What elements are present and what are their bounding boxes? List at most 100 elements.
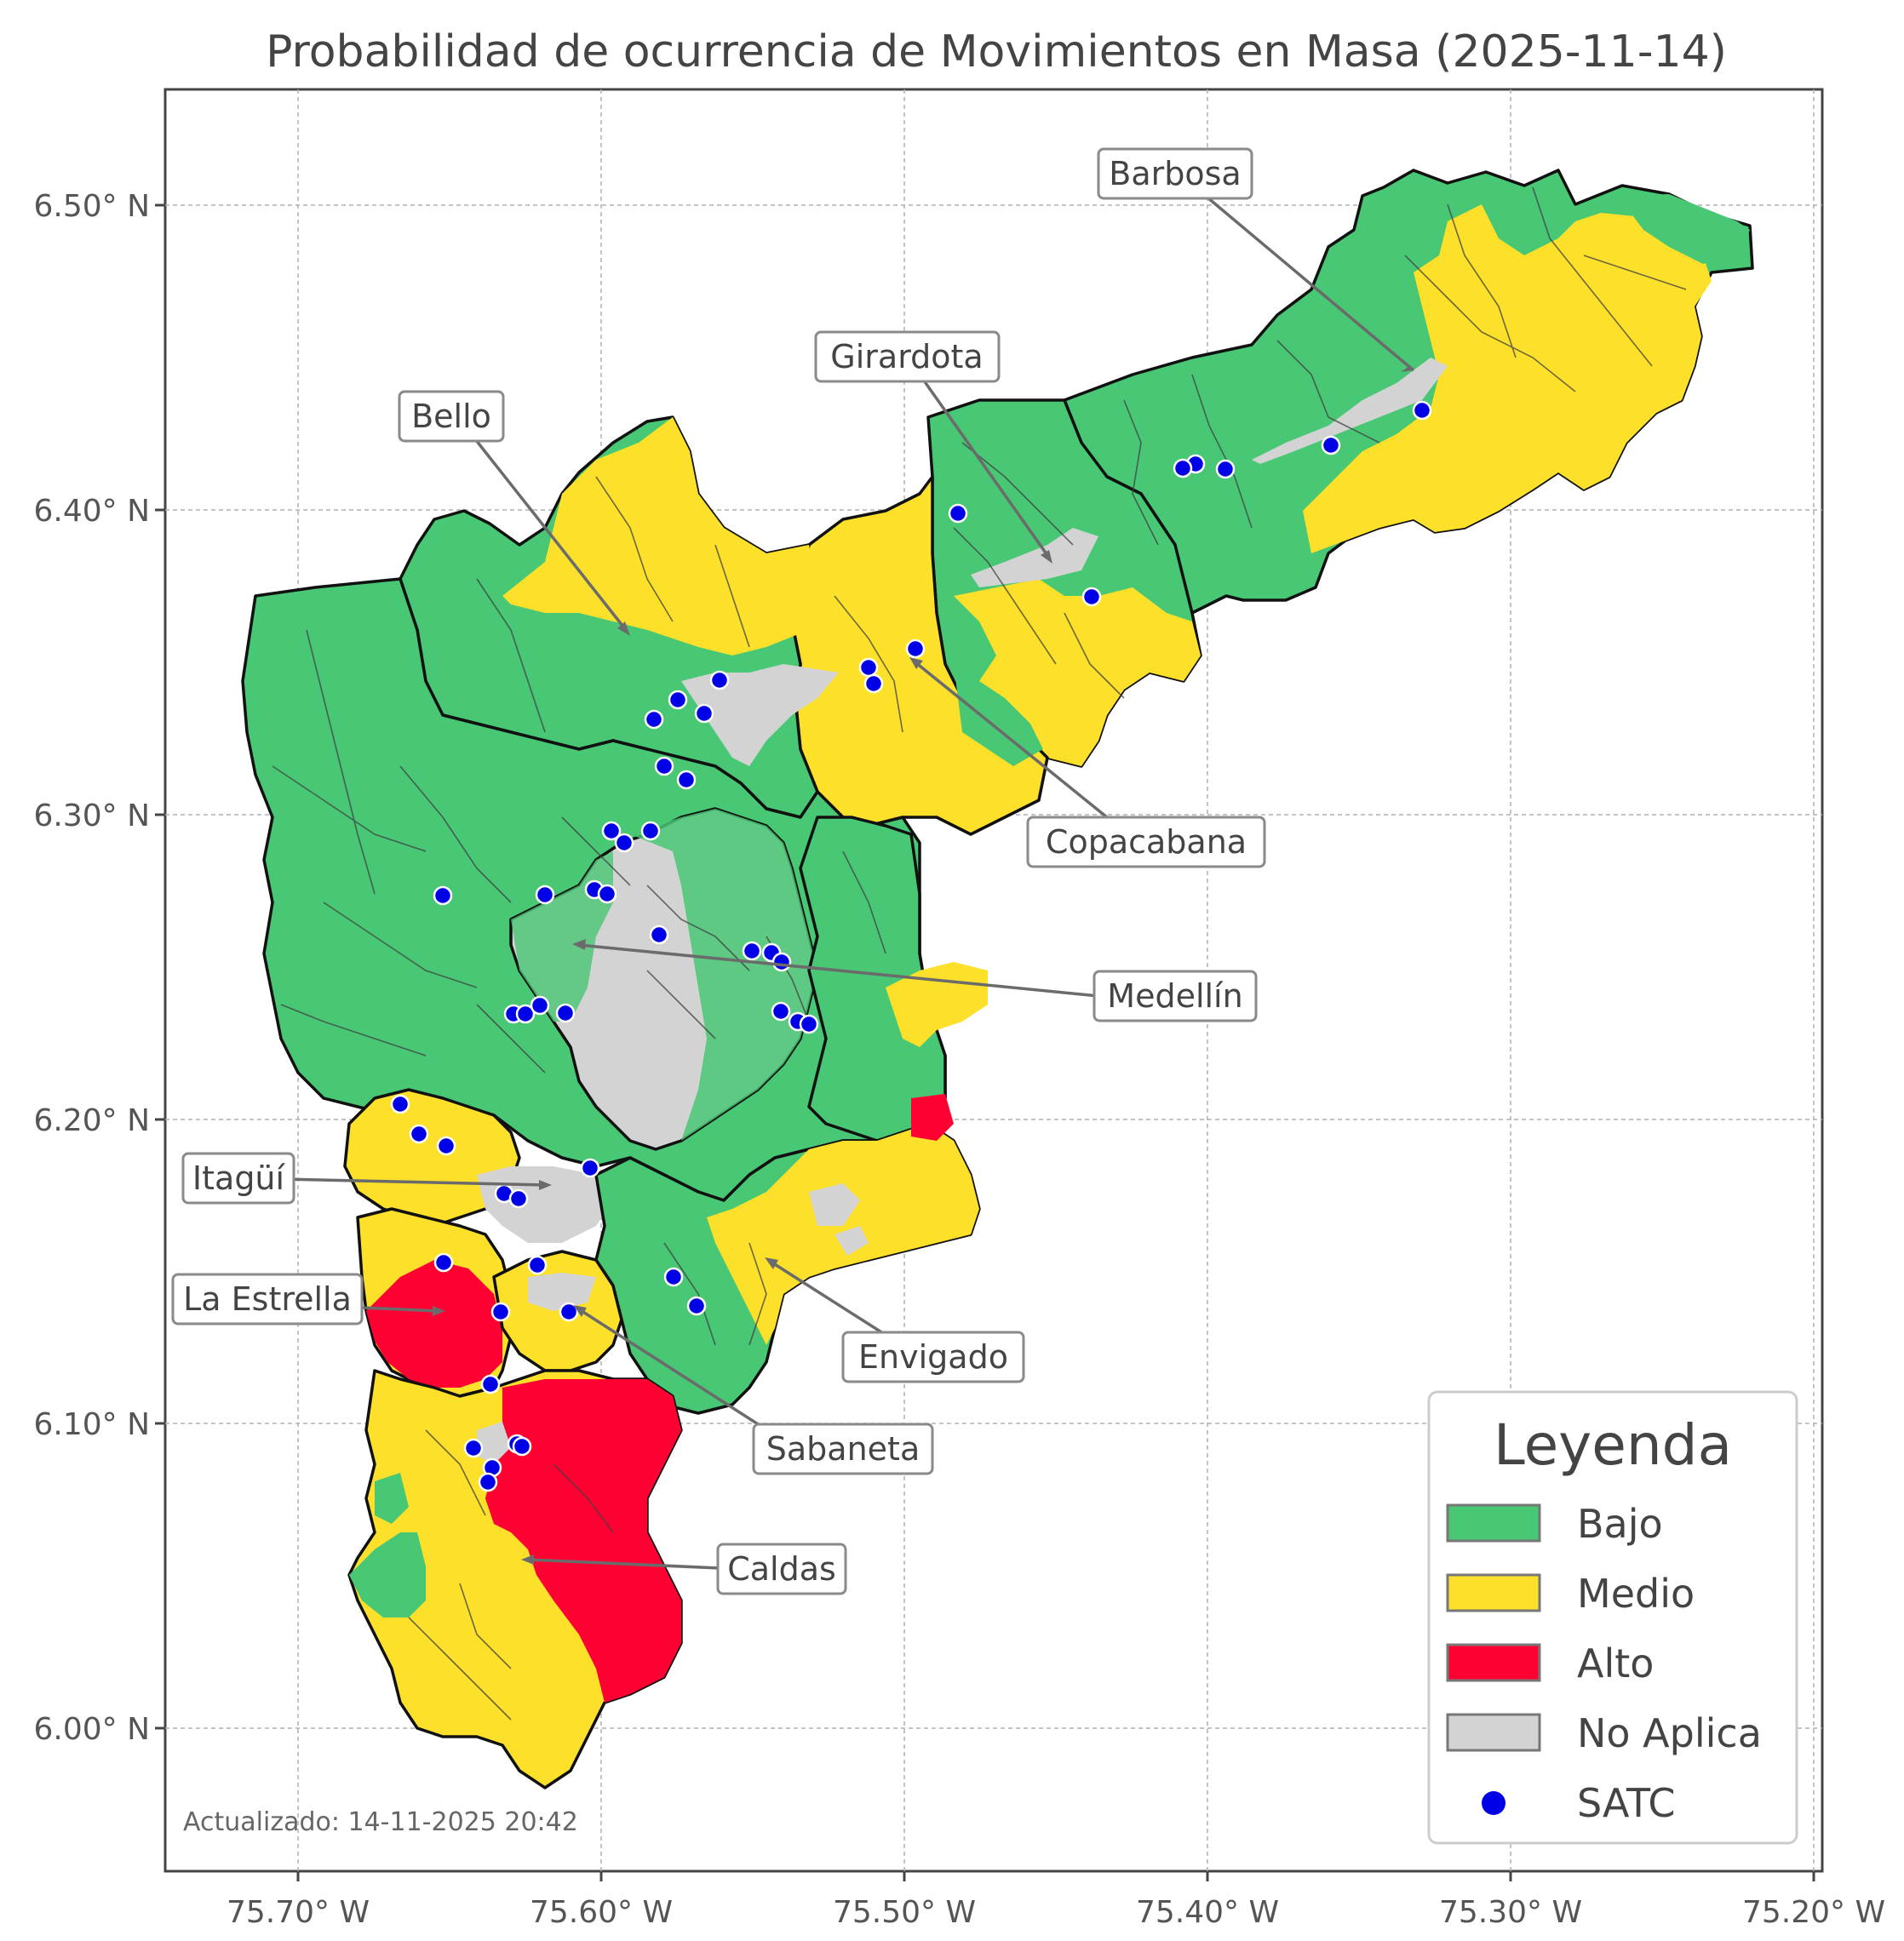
y-tick-label: 6.50° N [33, 189, 150, 224]
satc-station [490, 1302, 511, 1322]
legend-label: Alto [1577, 1640, 1654, 1686]
callout-la-estrella: La Estrella [171, 1273, 364, 1325]
callout-girardota: Girardota [814, 330, 1001, 383]
legend-swatch-no-aplica [1446, 1713, 1541, 1752]
satc-station [512, 1436, 532, 1457]
satc-station [709, 670, 730, 690]
x-tick-label: 75.70° W [227, 1895, 370, 1930]
girardota-urban-zone [971, 528, 1098, 587]
satc-station [515, 1004, 536, 1024]
satc-station [676, 770, 697, 790]
satc-points [390, 400, 1432, 1492]
satc-station [559, 1302, 579, 1322]
satc-station [580, 1158, 600, 1178]
callout-itagui: Itagüí [181, 1152, 295, 1205]
satc-station [1321, 435, 1341, 455]
satc-station [409, 1124, 429, 1144]
satc-station [771, 952, 792, 972]
callout-label: Medellín [1107, 977, 1242, 1015]
y-tick-label: 6.30° N [33, 799, 150, 833]
satc-station [530, 995, 550, 1016]
callout-label: Envigado [858, 1338, 1008, 1376]
satc-station [614, 833, 634, 853]
satc-station [948, 503, 968, 524]
satc-station [601, 821, 622, 841]
callout-barbosa: Barbosa [1097, 147, 1253, 200]
callout-copacabana: Copacabana [1026, 816, 1266, 868]
callout-label: Girardota [830, 338, 983, 375]
callout-sabaneta: Sabaneta [752, 1423, 934, 1475]
satc-station [1173, 458, 1193, 478]
legend-swatch-bajo [1446, 1503, 1541, 1543]
satc-station [478, 1472, 498, 1492]
callout-label: Bello [411, 398, 491, 435]
map-layer [241, 169, 1754, 1789]
satc-station [463, 1438, 484, 1458]
satc-station [799, 1014, 819, 1034]
satc-station [644, 709, 664, 730]
callout-label: Copacabana [1046, 823, 1247, 861]
medellin-east-bajo-zone [630, 809, 817, 1141]
satc-station [1412, 400, 1432, 421]
legend-label: Medio [1577, 1571, 1695, 1617]
callout-caldas: Caldas [716, 1543, 847, 1595]
satc-station [654, 756, 674, 776]
satc-station [390, 1094, 410, 1114]
satc-station [668, 690, 688, 710]
legend-swatch-medio [1446, 1573, 1541, 1612]
x-tick-label: 75.40° W [1136, 1895, 1279, 1930]
x-tick-label: 75.50° W [833, 1895, 976, 1930]
legend-label: No Aplica [1577, 1710, 1762, 1756]
callout-medellin: Medellín [1093, 970, 1258, 1022]
envigado-alto-zone [911, 1094, 954, 1141]
satc-station [436, 1136, 456, 1156]
callout-envigado: Envigado [841, 1331, 1025, 1383]
satc-station [640, 821, 661, 841]
tick-marks [155, 203, 1815, 1881]
satc-station [742, 941, 762, 961]
y-tick-label: 6.00° N [33, 1712, 150, 1747]
satc-station [508, 1188, 529, 1209]
satc-station [433, 1252, 454, 1273]
callout-label: La Estrella [183, 1280, 352, 1318]
y-tick-label: 6.20° N [33, 1103, 150, 1138]
satc-station [771, 1001, 791, 1022]
satc-station [863, 673, 884, 694]
satc-station [649, 925, 669, 945]
legend-label: SATC [1577, 1780, 1675, 1826]
y-tick-labels: 6.50° N 6.40° N 6.30° N 6.20° N 6.10° N … [33, 189, 150, 1747]
callout-arrows [280, 196, 1415, 1570]
satc-station [555, 1003, 576, 1023]
barbosa-urban-zone [1252, 358, 1448, 464]
callout-label: Barbosa [1109, 155, 1241, 192]
satc-station [694, 703, 714, 724]
x-tick-label: 75.30° W [1439, 1895, 1582, 1930]
satc-station [535, 885, 555, 905]
legend: Leyenda Bajo Medio Alto No Aplica SATC [1427, 1390, 1798, 1845]
barbosa-medio-zone [1303, 204, 1712, 553]
envigado-urban-zone-2 [834, 1226, 869, 1256]
x-tick-label: 75.20° W [1742, 1895, 1885, 1930]
x-tick-labels: 75.70° W 75.60° W 75.50° W 75.40° W 75.3… [227, 1895, 1885, 1930]
copacabana-bajo-zone [954, 664, 1043, 766]
barbosa-bajo-zone [1618, 194, 1750, 264]
satc-station [433, 885, 453, 906]
x-tick-label: 75.60° W [530, 1895, 673, 1930]
bello-medio-zone [502, 417, 817, 656]
satc-station [905, 638, 926, 659]
satc-station [858, 657, 879, 678]
la-estrella-alto-zone [366, 1260, 502, 1388]
y-tick-label: 6.10° N [33, 1407, 150, 1442]
legend-swatch-alto [1446, 1643, 1541, 1682]
legend-title: Leyenda [1494, 1412, 1732, 1478]
caldas-urban-zone [477, 1422, 511, 1464]
satc-station [1081, 587, 1102, 607]
callout-label: Caldas [727, 1550, 836, 1588]
updated-timestamp: Actualizado: 14-11-2025 20:42 [183, 1807, 578, 1837]
map-title: Probabilidad de ocurrencia de Movimiento… [266, 26, 1727, 77]
caldas-bajo-zone [349, 1532, 426, 1618]
legend-marker-satc [1482, 1791, 1505, 1815]
caldas-bajo-zone-2 [375, 1473, 409, 1524]
satc-station [597, 884, 617, 904]
